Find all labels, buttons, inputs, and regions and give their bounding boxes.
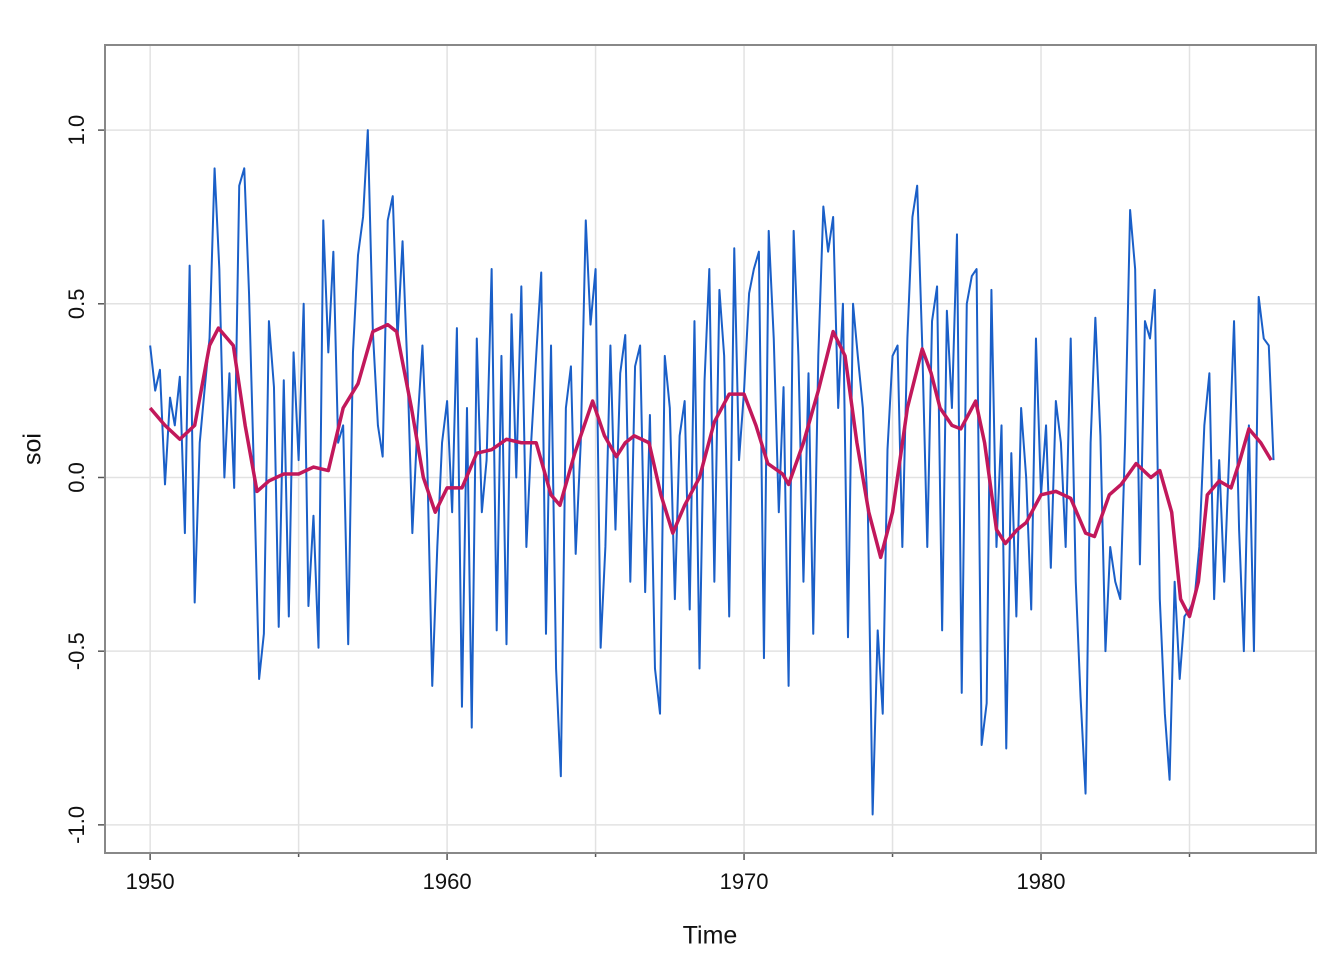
x-tick-label: 1950	[126, 869, 175, 894]
series-line	[148, 322, 1273, 619]
x-tick-label: 1970	[720, 869, 769, 894]
x-tick-label: 1960	[423, 869, 472, 894]
y-tick-label: 0.5	[64, 288, 89, 319]
y-tick-label: -0.5	[64, 632, 89, 670]
x-tick-label: 1980	[1017, 869, 1066, 894]
y-tick-label: 0.0	[64, 462, 89, 493]
x-axis-label: Time	[683, 922, 738, 950]
series-line	[149, 129, 1275, 816]
y-tick-label: -1.0	[64, 806, 89, 844]
y-axis-label: soi	[19, 433, 47, 465]
y-tick-label: 1.0	[64, 115, 89, 146]
plot-frame	[104, 44, 1317, 854]
